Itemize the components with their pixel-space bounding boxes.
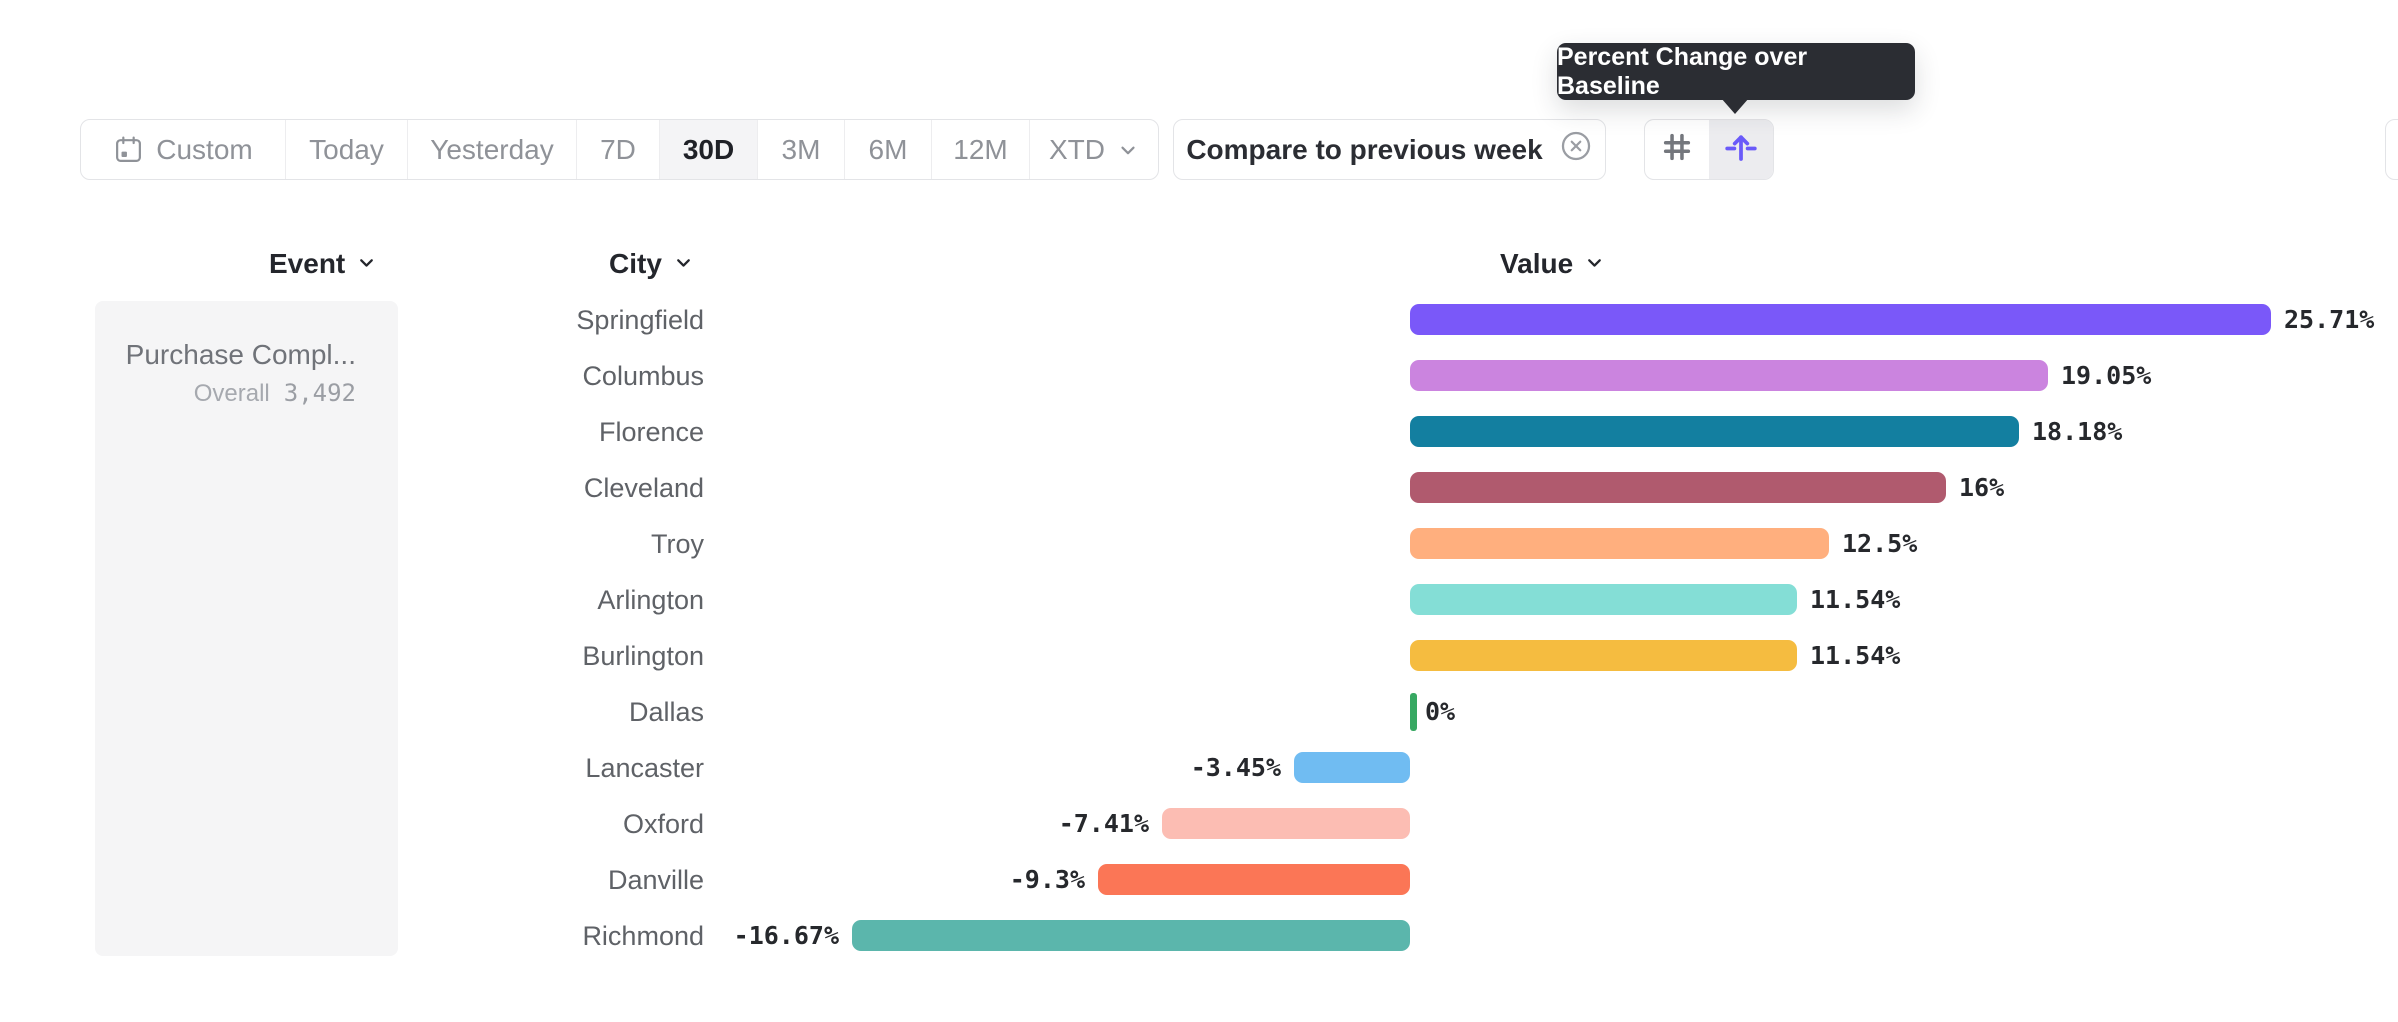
date-preset-7d[interactable]: 7D [577,120,660,179]
tooltip: Percent Change over Baseline [1557,43,1915,100]
bar-value-label: 11.54% [1810,641,1901,670]
percent-change-baseline-icon [1723,129,1759,170]
chevron-down-icon [1117,139,1139,161]
chart-row: Columbus 19.05% [0,348,2398,404]
column-header-value[interactable]: Value [1500,247,1605,281]
city-label: Richmond [582,921,704,951]
compare-chip-label: Compare to previous week [1186,133,1543,165]
date-range-control: Custom Today Yesterday 7D 30D 3M 6M 12M … [80,119,1159,180]
bar[interactable] [852,920,1410,951]
bar-value-label: -3.45% [1190,753,1281,782]
city-label: Cleveland [583,473,704,503]
date-preset-label: 7D [600,133,636,165]
date-preset-label: XTD [1049,133,1105,165]
city-label: Columbus [582,361,704,391]
date-preset-yesterday[interactable]: Yesterday [408,120,577,179]
bar[interactable] [1294,752,1410,783]
date-preset-xtd[interactable]: XTD [1030,120,1158,179]
date-preset-today[interactable]: Today [286,120,408,179]
clipped-toolbar-button[interactable] [2385,119,2398,180]
date-preset-label: 6M [868,133,908,165]
bar-value-label: -7.41% [1058,809,1149,838]
bar-value-label: -16.67% [733,921,839,950]
chart-row: Dallas 0% [0,684,2398,740]
event-name: Purchase Compl... [125,339,356,370]
date-preset-label: 3M [781,133,821,165]
column-header-city[interactable]: City [609,247,694,281]
city-label: Danville [607,865,704,895]
overall-value: 3,492 [283,379,356,407]
date-preset-3m[interactable]: 3M [758,120,845,179]
column-header-label: Event [269,248,346,279]
bar[interactable] [1410,528,1829,559]
chart-row: Troy 12.5% [0,516,2398,572]
chevron-down-icon [673,248,694,280]
bar[interactable] [1098,864,1410,895]
compare-chip[interactable]: Compare to previous week [1173,119,1606,180]
hash-icon [1660,130,1694,169]
bar-value-label: 19.05% [2061,361,2152,390]
date-preset-30d[interactable]: 30D [660,120,758,179]
chart-row: Arlington 11.54% [0,572,2398,628]
date-preset-12m[interactable]: 12M [932,120,1030,179]
chart-row: Danville -9.3% [0,852,2398,908]
bar[interactable] [1410,640,1797,671]
date-preset-label: Custom [156,133,253,165]
bar[interactable] [1410,584,1797,615]
bar-value-label: 25.71% [2284,305,2375,334]
chart-row: Oxford -7.41% [0,796,2398,852]
calendar-icon [113,134,144,165]
city-label: Springfield [576,305,704,335]
city-label: Oxford [622,809,704,839]
bar-value-label: 0% [1425,697,1456,726]
chart-row: Springfield 25.71% [0,292,2398,348]
bar[interactable] [1410,360,2048,391]
value-display-toggle [1644,119,1774,180]
city-label: Florence [598,417,704,447]
event-card[interactable]: Purchase Compl... Overall 3,492 [95,301,398,956]
city-label: Lancaster [585,753,704,783]
chevron-down-icon [356,248,377,280]
city-label: Dallas [628,697,704,727]
circle-x-icon[interactable] [1559,129,1593,170]
city-label: Troy [651,529,704,559]
date-preset-6m[interactable]: 6M [845,120,932,179]
date-preset-custom[interactable]: Custom [81,120,286,179]
chevron-down-icon [1584,248,1605,280]
bar-value-label: 11.54% [1810,585,1901,614]
tooltip-caret [1721,98,1749,114]
date-preset-label: 30D [682,133,735,165]
percent-view-button[interactable] [1709,120,1773,179]
chart-row: Lancaster -3.45% [0,740,2398,796]
column-header-label: City [609,248,662,279]
date-preset-label: Today [309,133,384,165]
chart-row: Burlington 11.54% [0,628,2398,684]
overall-label: Overall [193,380,270,407]
chart-row: Florence 18.18% [0,404,2398,460]
column-header-event[interactable]: Event [269,247,377,281]
city-label: Arlington [597,585,704,615]
bar[interactable] [1162,808,1410,839]
chart-row: Richmond -16.67% [0,908,2398,964]
zero-baseline-tick[interactable] [1410,693,1417,731]
date-preset-label: 12M [953,133,1008,165]
event-overall-row: Overall 3,492 [95,379,356,408]
number-view-button[interactable] [1645,120,1709,179]
city-label: Burlington [582,641,704,671]
column-header-label: Value [1500,248,1574,279]
bar-value-label: 18.18% [2032,417,2123,446]
bar[interactable] [1410,472,1946,503]
date-preset-label: Yesterday [430,133,554,165]
bar-value-label: 16% [1959,473,2005,502]
bar[interactable] [1410,416,2019,447]
chart-row: Cleveland 16% [0,460,2398,516]
bar-value-label: -9.3% [1009,865,1085,894]
bar[interactable] [1410,304,2271,335]
tooltip-text: Percent Change over Baseline [1557,42,1808,100]
bar-value-label: 12.5% [1842,529,1918,558]
